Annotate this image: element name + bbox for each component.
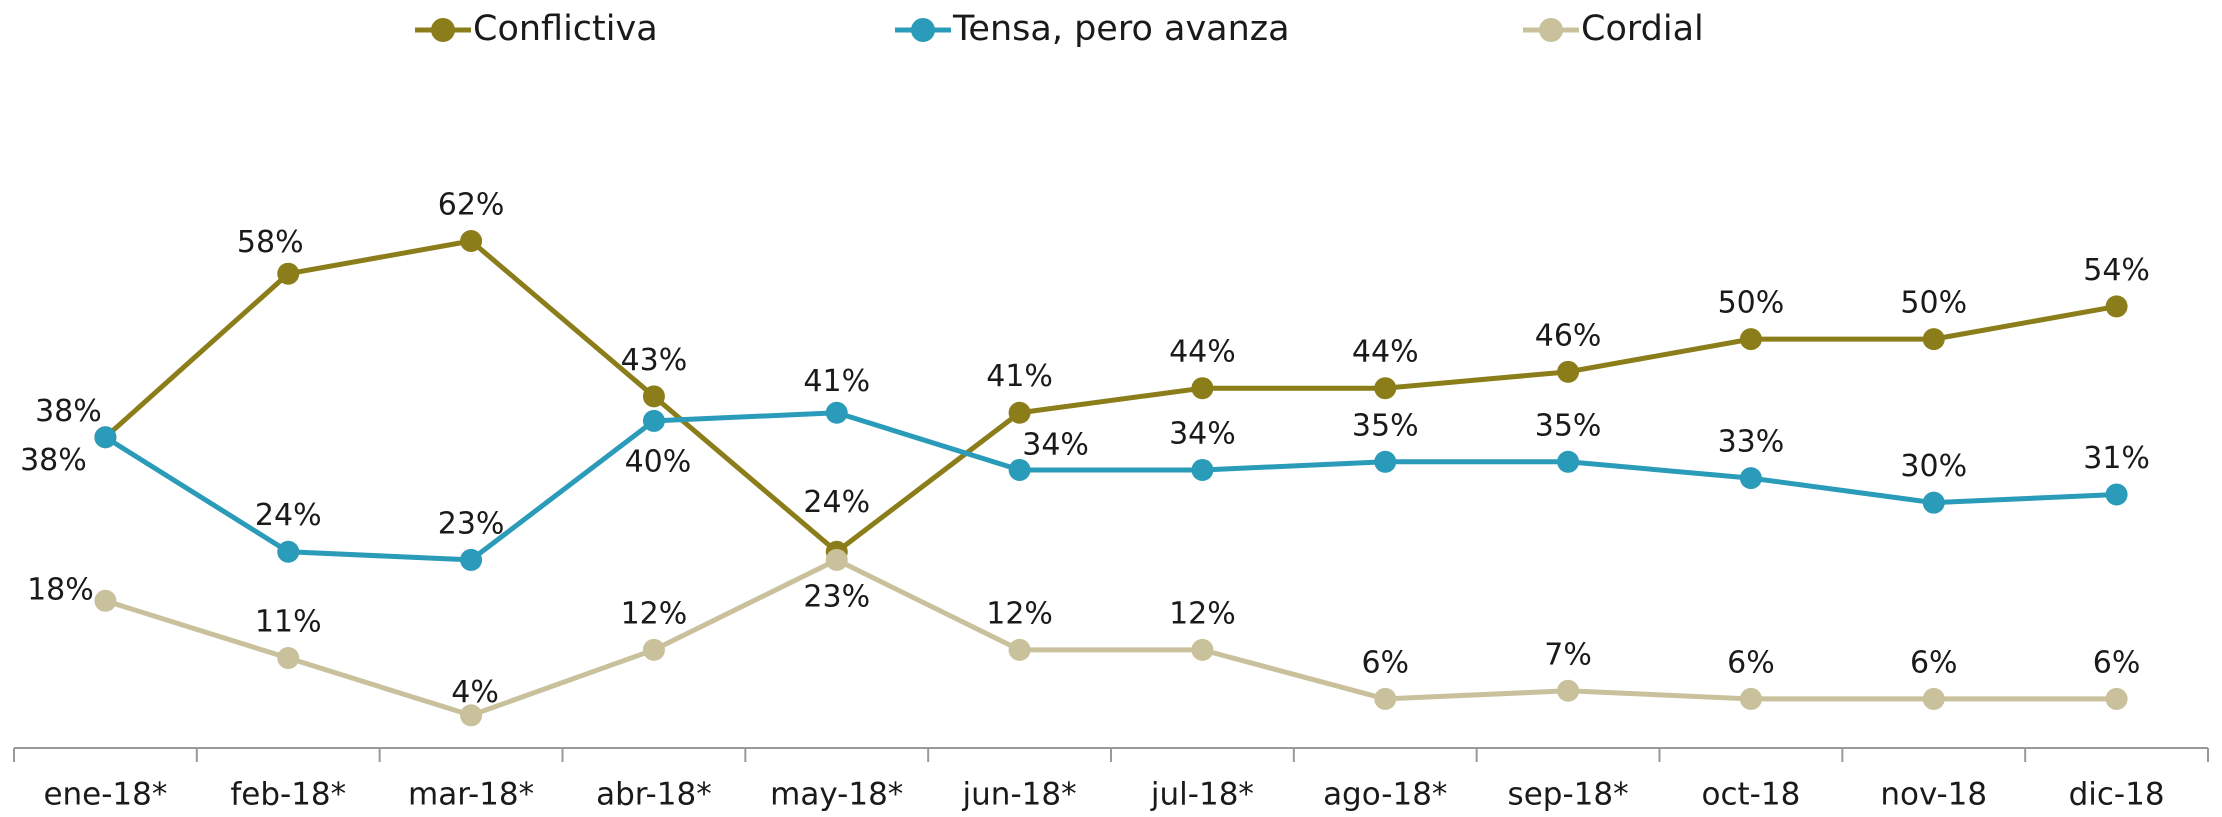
legend-marker bbox=[911, 18, 935, 42]
data-point bbox=[1191, 638, 1214, 661]
data-label: 50% bbox=[1718, 286, 1785, 321]
data-label: 4% bbox=[451, 675, 499, 710]
data-label: 23% bbox=[438, 506, 505, 541]
legend-marker bbox=[1539, 18, 1563, 42]
data-label: 11% bbox=[255, 605, 322, 640]
data-label: 40% bbox=[625, 444, 692, 479]
data-label: 30% bbox=[1900, 449, 1967, 484]
data-point bbox=[1374, 687, 1397, 710]
data-label: 6% bbox=[1910, 645, 1958, 680]
data-label: 54% bbox=[2083, 253, 2150, 288]
data-point bbox=[1739, 467, 1762, 490]
data-label: 6% bbox=[1361, 645, 1409, 680]
data-point bbox=[460, 704, 483, 727]
data-point bbox=[2105, 687, 2128, 710]
data-label: 43% bbox=[621, 343, 688, 378]
data-point bbox=[825, 401, 848, 424]
data-label: 41% bbox=[803, 364, 870, 399]
x-tick-label: jul-18* bbox=[1150, 777, 1254, 813]
data-point bbox=[1374, 450, 1397, 473]
x-tick-label: oct-18 bbox=[1702, 777, 1801, 813]
data-point bbox=[1922, 687, 1945, 710]
data-label: 12% bbox=[621, 596, 688, 631]
x-tick-label: ene-18* bbox=[43, 777, 167, 813]
data-label: 24% bbox=[255, 498, 322, 533]
data-label: 44% bbox=[1352, 335, 1419, 370]
data-point bbox=[1739, 687, 1762, 710]
data-label: 6% bbox=[2093, 645, 2141, 680]
x-tick-label: jun-18* bbox=[962, 777, 1077, 813]
data-point bbox=[277, 262, 300, 285]
data-point bbox=[1008, 401, 1031, 424]
data-label: 12% bbox=[986, 596, 1053, 631]
x-tick-label: abr-18* bbox=[596, 777, 712, 813]
legend-label: Conflictiva bbox=[473, 9, 658, 49]
x-tick-label: may-18* bbox=[770, 777, 903, 813]
data-label: 46% bbox=[1535, 318, 1602, 353]
legend-label: Tensa, pero avanza bbox=[952, 9, 1290, 49]
data-label: 58% bbox=[237, 225, 304, 260]
data-point bbox=[1008, 458, 1031, 481]
data-label: 33% bbox=[1718, 425, 1785, 460]
data-label: 38% bbox=[35, 394, 102, 429]
data-label: 6% bbox=[1727, 645, 1775, 680]
data-label: 44% bbox=[1169, 335, 1236, 370]
data-label: 34% bbox=[1022, 427, 1089, 462]
data-point bbox=[94, 426, 117, 449]
data-label: 41% bbox=[986, 359, 1053, 394]
data-label: 62% bbox=[438, 188, 505, 223]
data-point bbox=[1557, 450, 1580, 473]
data-point bbox=[460, 230, 483, 252]
x-tick-label: feb-18* bbox=[230, 777, 346, 813]
data-point bbox=[1557, 679, 1580, 702]
x-tick-label: ago-18* bbox=[1323, 777, 1447, 813]
data-point bbox=[277, 647, 300, 670]
legend-label: Cordial bbox=[1581, 9, 1704, 49]
data-label: 23% bbox=[803, 579, 870, 614]
data-label: 12% bbox=[1169, 596, 1236, 631]
data-label: 24% bbox=[803, 485, 870, 520]
series-line bbox=[104, 410, 2117, 563]
data-point bbox=[1191, 458, 1214, 481]
data-point bbox=[2105, 295, 2128, 318]
data-point bbox=[1557, 360, 1580, 383]
data-point bbox=[277, 540, 300, 563]
data-point bbox=[642, 385, 665, 408]
data-point bbox=[1739, 328, 1762, 351]
x-tick-label: nov-18 bbox=[1880, 777, 1987, 813]
data-label: 38% bbox=[20, 443, 87, 478]
x-tick-label: mar-18* bbox=[408, 777, 534, 813]
data-label: 50% bbox=[1900, 286, 1967, 321]
data-point bbox=[460, 548, 483, 571]
x-tick-label: sep-18* bbox=[1508, 777, 1629, 813]
data-point bbox=[825, 548, 848, 571]
data-point bbox=[1191, 377, 1214, 400]
data-point bbox=[642, 638, 665, 661]
legend-marker bbox=[431, 18, 455, 42]
x-tick-label: dic-18 bbox=[2069, 777, 2165, 813]
data-point bbox=[642, 409, 665, 432]
data-point bbox=[1374, 377, 1397, 400]
data-label: 31% bbox=[2083, 441, 2150, 476]
series-line bbox=[104, 557, 2117, 718]
data-label: 34% bbox=[1169, 416, 1236, 451]
data-point bbox=[2105, 483, 2128, 506]
data-label: 7% bbox=[1544, 637, 1592, 672]
data-point bbox=[1922, 328, 1945, 351]
data-label: 18% bbox=[27, 572, 94, 607]
data-point bbox=[94, 589, 117, 612]
data-point bbox=[1008, 638, 1031, 661]
data-point bbox=[1922, 491, 1945, 514]
data-label: 35% bbox=[1535, 408, 1602, 443]
data-label: 35% bbox=[1352, 408, 1419, 443]
series-line bbox=[103, 238, 2118, 555]
